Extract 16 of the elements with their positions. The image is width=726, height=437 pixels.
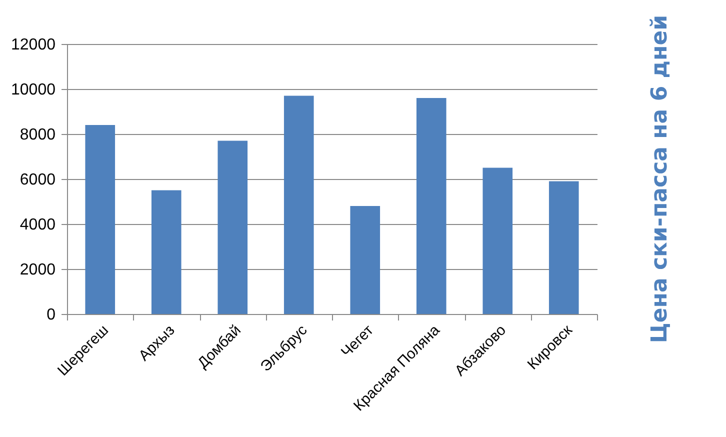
bar (151, 190, 182, 314)
y-tick-label: 6000 (20, 172, 56, 188)
bar (416, 98, 446, 314)
y-tick-label: 4000 (20, 216, 56, 234)
y-tick-label: 12000 (11, 36, 56, 54)
y-tick-label: 8000 (20, 126, 56, 144)
bar (350, 206, 380, 314)
bar (85, 125, 116, 314)
bar (284, 96, 314, 314)
y-tick-label: 10000 (11, 82, 56, 98)
y-tick-label: 0 (46, 306, 56, 324)
y-tick-label: 2000 (20, 262, 56, 278)
bar (482, 168, 513, 314)
bar (548, 181, 579, 314)
bar (218, 140, 248, 314)
text: Цена ски-пасса на 6 дней (648, 14, 672, 344)
